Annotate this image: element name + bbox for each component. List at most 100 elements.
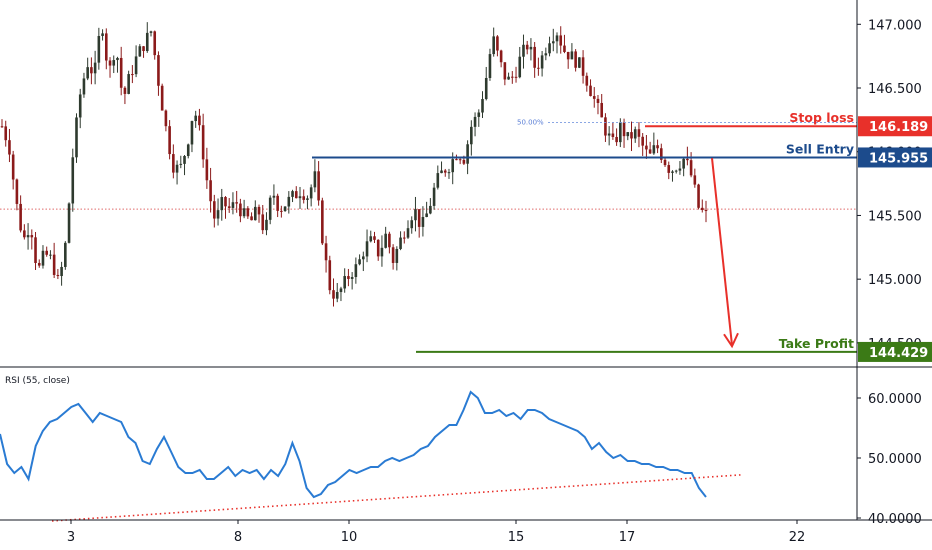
candle — [578, 57, 581, 69]
x-tick-label: 22 — [789, 530, 806, 545]
candle — [242, 199, 246, 219]
candle — [477, 109, 481, 127]
candle — [410, 216, 414, 234]
candle — [641, 133, 644, 156]
candle — [227, 198, 231, 213]
x-tick-label: 8 — [234, 530, 242, 545]
candle — [302, 189, 306, 204]
candle — [321, 197, 324, 246]
candle — [347, 268, 350, 287]
candle — [261, 204, 265, 235]
candle — [391, 244, 395, 270]
candle — [611, 122, 615, 140]
candle — [190, 120, 194, 153]
candle — [157, 51, 160, 96]
candle — [205, 147, 209, 189]
candle — [604, 113, 607, 142]
candle — [283, 206, 287, 212]
candle — [265, 212, 268, 236]
candle — [41, 245, 45, 269]
candle — [172, 144, 175, 179]
candle — [34, 231, 37, 270]
candle — [686, 146, 689, 166]
candle — [581, 50, 585, 84]
candle — [97, 27, 101, 70]
candle — [630, 121, 633, 152]
stop-loss-label: Stop loss — [789, 110, 854, 125]
candle — [369, 230, 373, 243]
rsi-y-tick-label: 60.0000 — [868, 392, 922, 407]
candle — [399, 231, 402, 251]
y-tick-label: 145.500 — [868, 209, 922, 224]
candle — [183, 155, 186, 176]
candle — [417, 209, 421, 238]
candle — [134, 45, 138, 78]
candle — [693, 168, 697, 188]
candlestick-series — [0, 22, 708, 307]
candle — [652, 132, 656, 155]
candle — [432, 182, 436, 210]
rsi-trendline — [51, 474, 743, 522]
candle — [425, 201, 428, 218]
candle — [324, 235, 328, 273]
projection-arrow — [711, 157, 733, 346]
candle — [253, 200, 257, 221]
candle — [496, 35, 499, 57]
candle — [71, 148, 75, 212]
rsi-y-tick-label: 50.0000 — [868, 452, 922, 467]
candle — [499, 49, 503, 68]
candle — [235, 190, 238, 213]
candle — [615, 128, 618, 146]
candle — [533, 42, 536, 78]
y-tick-label: 146.500 — [868, 82, 922, 97]
candle — [488, 48, 492, 81]
candle — [540, 50, 544, 77]
candle — [49, 250, 52, 260]
candle — [563, 34, 566, 54]
candle — [700, 199, 704, 213]
candle — [447, 168, 451, 179]
candle — [470, 120, 473, 156]
candle — [131, 65, 134, 84]
candle — [82, 72, 86, 98]
candle — [201, 113, 205, 168]
candle — [116, 56, 119, 73]
candle — [306, 195, 309, 210]
candle — [268, 195, 272, 225]
candle — [160, 83, 164, 111]
candle — [440, 161, 443, 174]
candle — [388, 231, 391, 254]
candle — [179, 155, 183, 169]
projection-arrowhead — [723, 332, 739, 349]
candle — [213, 194, 216, 228]
candle — [328, 255, 332, 295]
candle — [168, 120, 171, 160]
candle — [90, 57, 93, 85]
candle — [622, 118, 626, 148]
candle — [11, 150, 15, 190]
candle — [354, 257, 358, 284]
candle — [153, 30, 157, 60]
candle — [298, 186, 302, 209]
candle — [585, 72, 589, 92]
candle — [119, 46, 123, 96]
candle — [52, 242, 56, 279]
candle — [633, 126, 637, 143]
candle — [697, 183, 700, 210]
candle — [317, 161, 320, 206]
candle — [376, 239, 380, 261]
candle — [123, 86, 127, 105]
candle — [589, 79, 592, 97]
candle — [663, 157, 667, 167]
candle — [272, 184, 276, 205]
candle — [198, 108, 201, 131]
candle — [559, 26, 563, 54]
candle — [30, 229, 34, 250]
candle — [75, 113, 78, 163]
candle — [362, 251, 365, 272]
candle — [4, 120, 8, 147]
candle — [339, 286, 343, 302]
candle — [350, 272, 354, 290]
candle — [443, 168, 447, 177]
